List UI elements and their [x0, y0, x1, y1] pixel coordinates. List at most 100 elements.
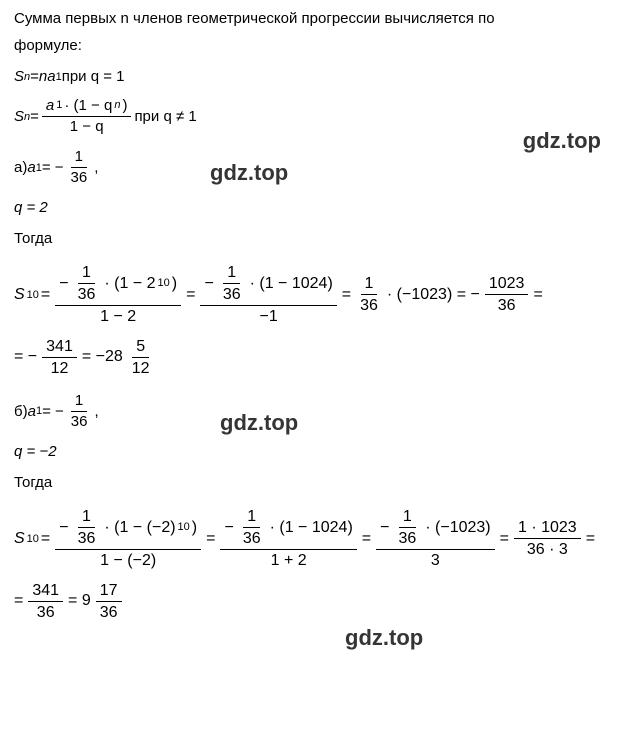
den: 3 [427, 550, 444, 570]
s: S [14, 530, 25, 548]
sym-s: S [14, 68, 24, 85]
den: 36 [33, 602, 59, 622]
neg: − [224, 518, 233, 537]
post: · (−1023) [425, 518, 490, 537]
num: 1 [71, 148, 87, 168]
den: −1 [255, 306, 281, 326]
eq: = [41, 286, 50, 304]
intro-line-1: Сумма первых n членов геометрической про… [14, 8, 623, 29]
fraction: 1 36 [67, 392, 92, 431]
fraction: − 136 · (1 − 210) 1 − 2 [55, 263, 181, 327]
den: 1 − (−2) [96, 550, 160, 570]
formula-q-eq-1: Sn = na1 при q = 1 [14, 68, 623, 85]
num: 1 · 1023 [514, 518, 581, 539]
den: 36 [96, 602, 122, 622]
watermark: gdz.top [220, 410, 298, 436]
den: 1 + 2 [267, 550, 311, 570]
den: 1 − q [66, 117, 108, 136]
dot-paren: · (1 − q [64, 97, 112, 115]
den: 12 [128, 358, 154, 378]
eq: = [206, 530, 215, 548]
close: ) [172, 274, 177, 293]
num: 17 [96, 581, 122, 602]
close: ) [192, 518, 197, 537]
label-a: а) [14, 159, 27, 176]
pre: = [14, 592, 23, 610]
eq: = [586, 530, 595, 548]
fraction: 17 36 [96, 581, 122, 622]
close: ) [122, 97, 127, 115]
watermark: gdz.top [345, 625, 423, 651]
a: a [27, 159, 35, 176]
den: 12 [47, 358, 73, 378]
label-b: б) [14, 403, 28, 420]
sub-1: 1 [56, 99, 62, 112]
eq: = [362, 530, 371, 548]
comma: , [94, 159, 98, 176]
sup: 10 [158, 277, 170, 290]
part-b-given: б) a 1 = − 1 36 , [14, 392, 623, 431]
den: 36 · 3 [523, 539, 572, 559]
num: 341 [28, 581, 63, 602]
eq: = −28 [82, 348, 123, 366]
eq: = [30, 108, 39, 125]
sub-10: 10 [27, 289, 39, 301]
post: · (1 − (−2) [104, 518, 175, 537]
den: 36 [67, 412, 92, 431]
eq: = [533, 286, 542, 304]
eq-neg: = − [42, 403, 64, 420]
s: S [14, 286, 25, 304]
then-b: Тогда [14, 472, 623, 493]
num: 1 [361, 274, 378, 295]
eq: = [500, 530, 509, 548]
fraction: 341 36 [28, 581, 63, 622]
eq-neg: = − [42, 159, 64, 176]
post: · (1 − 1024) [270, 518, 353, 537]
calculation-a: S10 = − 136 · (1 − 210) 1 − 2 = − 136 · … [14, 263, 623, 378]
fraction: 341 12 [42, 337, 77, 378]
post: · (1 − 1024) [250, 274, 333, 293]
cond: при q ≠ 1 [134, 108, 196, 125]
den: 36 [356, 295, 382, 315]
den: 1 − 2 [96, 306, 140, 326]
watermark: gdz.top [523, 128, 601, 154]
eq: = [41, 530, 50, 548]
q-value-a: q = 2 [14, 199, 623, 216]
fraction: − 136 · (1 − (−2)10) 1 − (−2) [55, 507, 201, 571]
comma: , [94, 403, 98, 420]
num: 5 [132, 337, 149, 358]
q-value-b: q = −2 [14, 443, 623, 460]
num: 1023 [485, 274, 529, 295]
a: a [46, 97, 54, 115]
fraction: − 136 · (1 − 1024) −1 [200, 263, 336, 327]
fraction: a1 · (1 − qn) 1 − q [42, 97, 132, 136]
sup-n: n [114, 99, 120, 112]
pre: = − [14, 348, 37, 366]
a: a [28, 403, 36, 420]
num: 1 [71, 392, 87, 412]
fraction: 1023 36 [485, 274, 529, 315]
num: 341 [42, 337, 77, 358]
neg: − [204, 274, 213, 293]
den: 36 [494, 295, 520, 315]
fraction: − 136 · (1 − 1024) 1 + 2 [220, 507, 356, 571]
calculation-b: S10 = − 136 · (1 − (−2)10) 1 − (−2) = − … [14, 507, 623, 622]
fraction: 5 12 [128, 337, 154, 378]
eq: = 9 [68, 592, 91, 610]
post: · (1 − 2 [104, 274, 155, 293]
sup: 10 [178, 521, 190, 534]
sub-10: 10 [27, 533, 39, 545]
fraction: 1 36 [356, 274, 382, 315]
eq: = [342, 286, 351, 304]
den: 36 [67, 168, 92, 187]
cond: при q = 1 [62, 68, 125, 85]
post: · (−1023) = − [387, 286, 480, 304]
sym-s: S [14, 108, 24, 125]
na1: na [39, 68, 56, 85]
intro-line-2: формуле: [14, 35, 623, 56]
eq: = [186, 286, 195, 304]
watermark: gdz.top [210, 160, 288, 186]
eq: = [30, 68, 39, 85]
neg: − [380, 518, 389, 537]
neg: − [59, 274, 68, 293]
